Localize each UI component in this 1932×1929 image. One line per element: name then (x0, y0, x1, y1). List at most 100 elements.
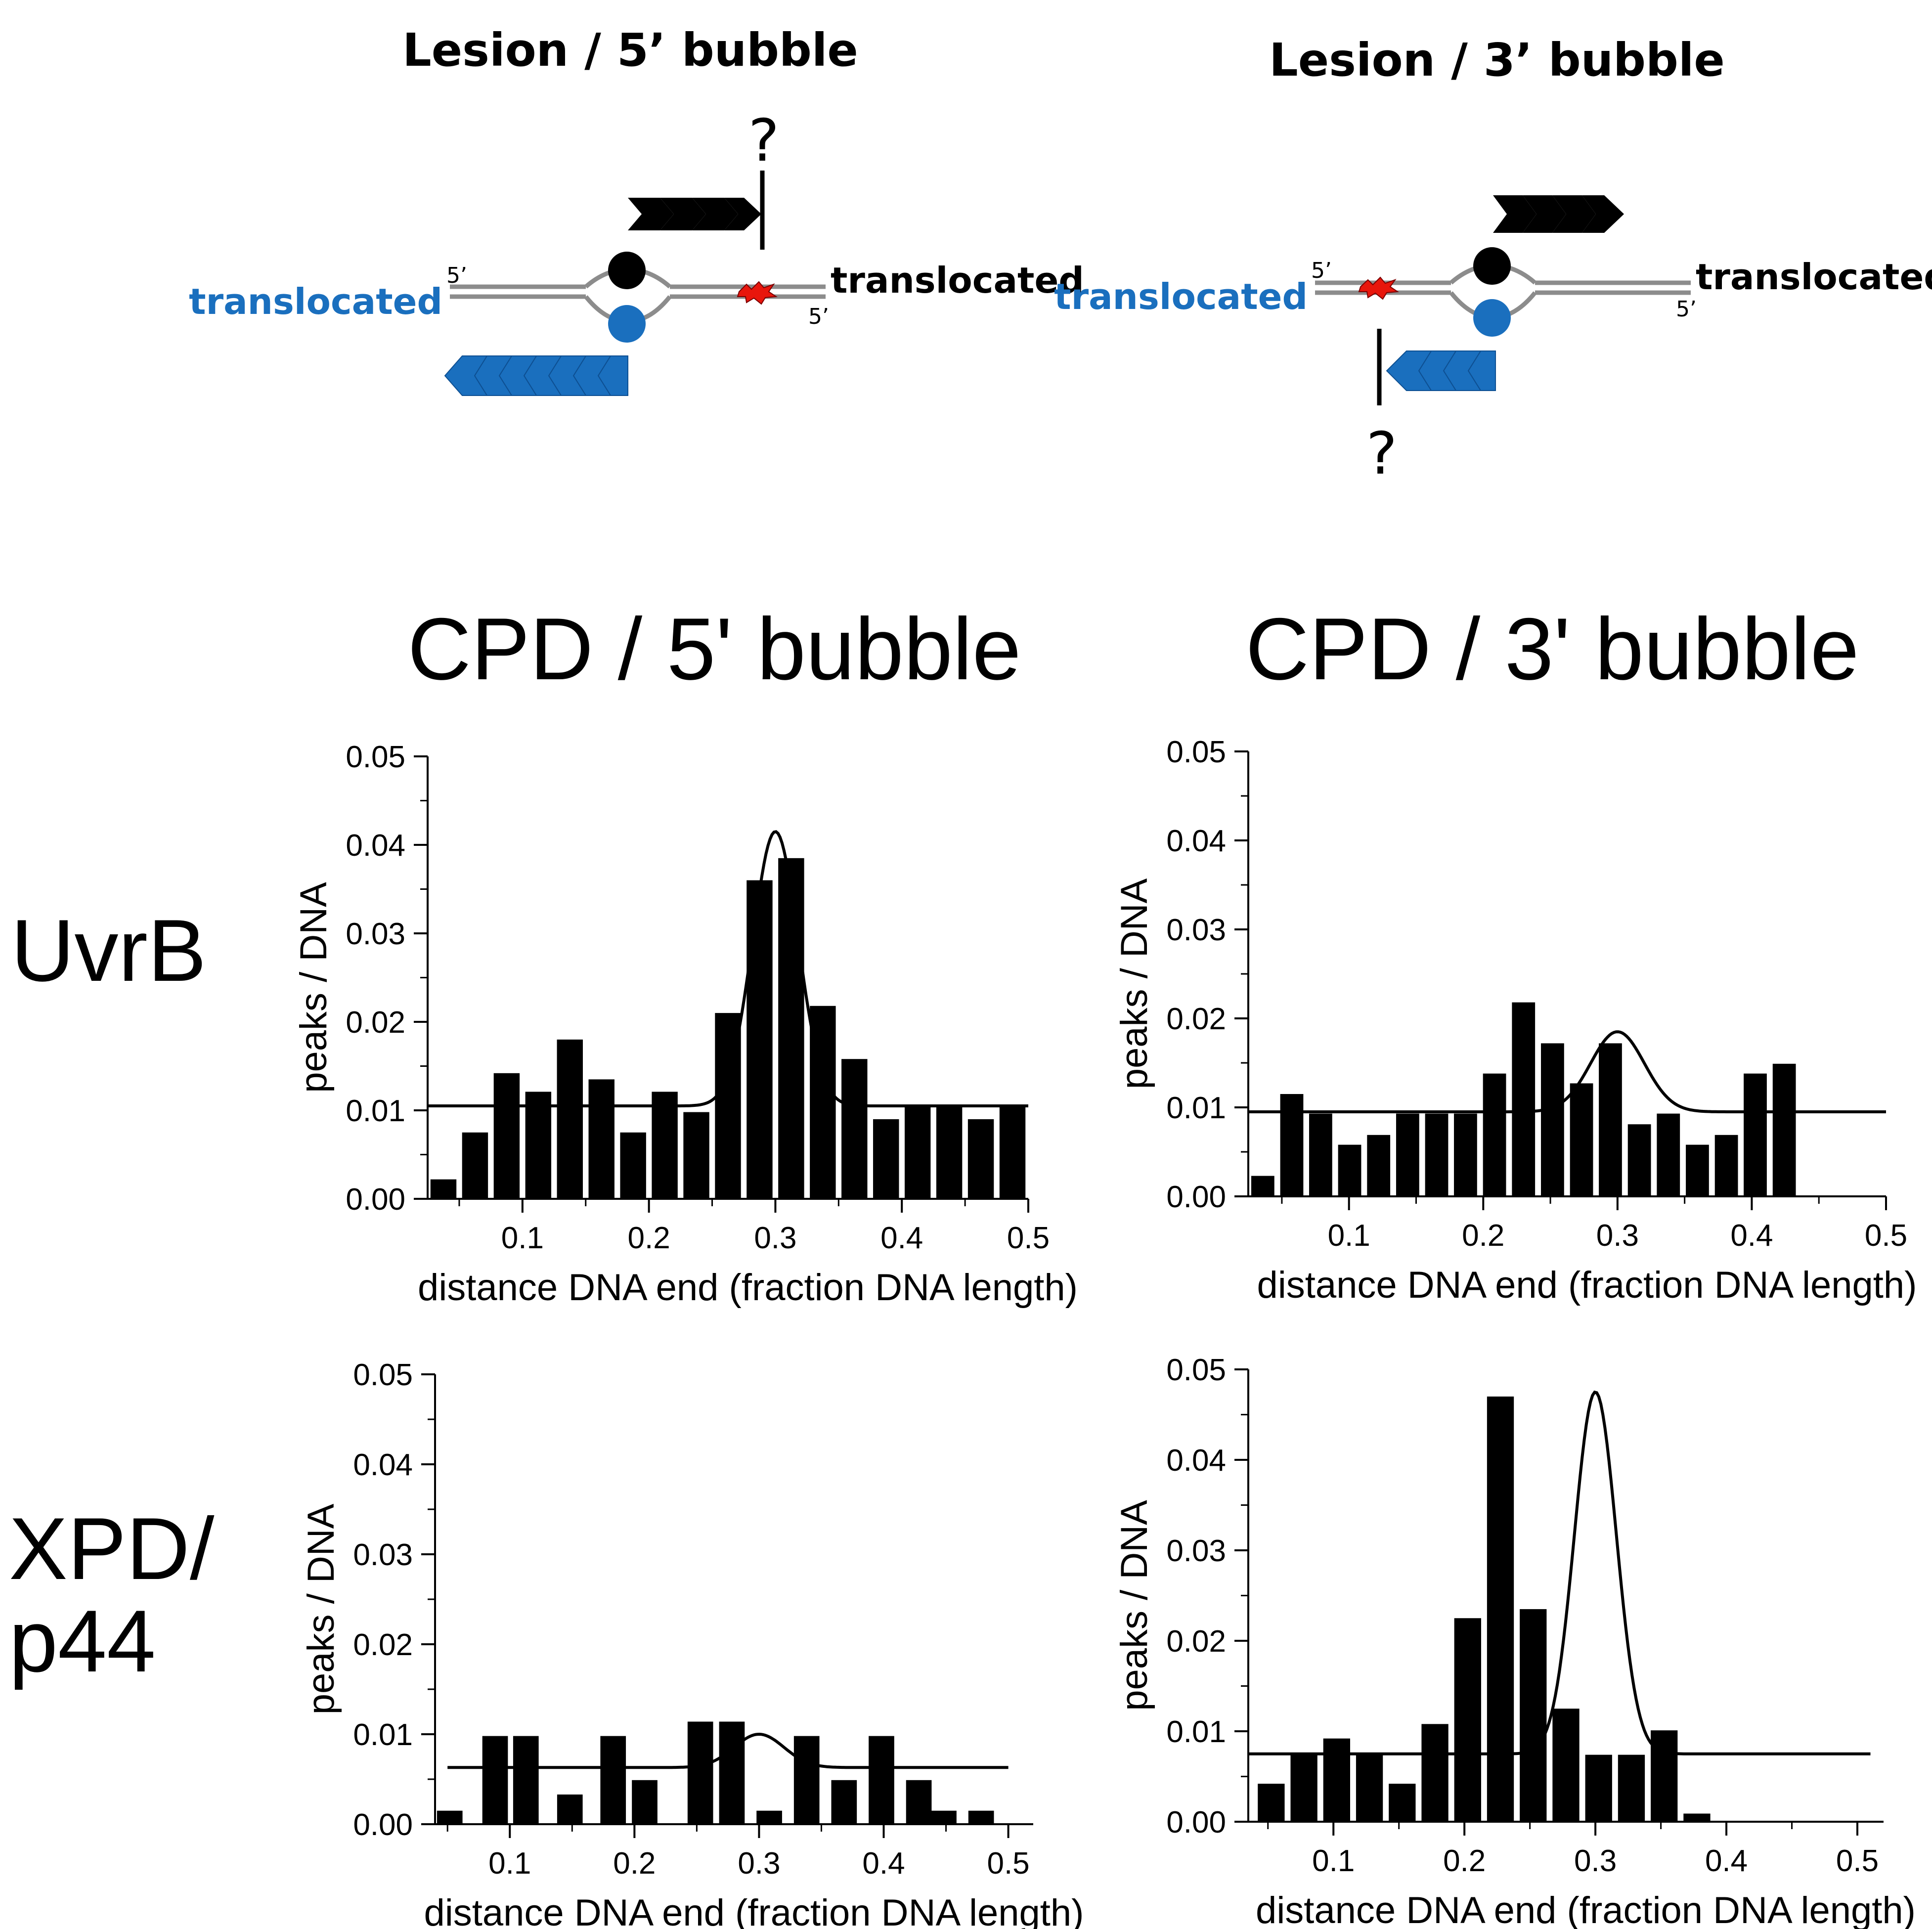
bar (756, 1810, 782, 1824)
x-tick-label: 0.2 (628, 1221, 670, 1255)
y-tick-label: 0.05 (346, 740, 405, 774)
y-tick-label: 0.02 (1166, 1624, 1226, 1659)
bar (1454, 1113, 1477, 1196)
diagram-5-question-mark: ? (748, 106, 780, 175)
y-tick-label: 0.04 (1166, 824, 1226, 858)
diagram-5-end-label-top: 5’ (446, 263, 467, 288)
diagram-5-bubble-title: Lesion / 5’ bubble (402, 24, 858, 77)
bar (1618, 1754, 1645, 1822)
bar (1714, 1135, 1738, 1196)
bar (1251, 1176, 1274, 1196)
bar (831, 1780, 857, 1824)
y-tick-label: 0.03 (1166, 913, 1226, 947)
bar (1627, 1124, 1651, 1196)
bar (967, 1119, 994, 1199)
y-tick-label: 0.03 (346, 917, 405, 951)
diagram-5-right-label: translocated (831, 260, 1084, 301)
x-axis-label: distance DNA end (fraction DNA length) (1256, 1889, 1916, 1929)
bar (719, 1721, 745, 1824)
diagram-3-end-label-bottom: 5’ (1676, 297, 1697, 322)
y-tick-label: 0.05 (1166, 1353, 1226, 1387)
diagram-3-bubble: 5’ 5’ translocated translocated ? (1054, 195, 1932, 487)
y-tick-label: 0.00 (353, 1808, 413, 1842)
bars (1251, 1002, 1796, 1196)
bar (557, 1794, 583, 1824)
bar (557, 1039, 583, 1199)
y-axis-label: peaks / DNA (1113, 1500, 1155, 1711)
y-tick-label: 0.01 (1166, 1091, 1226, 1125)
y-tick-label: 0.00 (1166, 1180, 1226, 1214)
bar (1651, 1730, 1678, 1822)
bar (778, 858, 804, 1199)
bar (1512, 1002, 1536, 1196)
y-axis-label: peaks / DNA (300, 1503, 342, 1714)
x-axis-label: distance DNA end (fraction DNA length) (424, 1892, 1084, 1929)
bar (1686, 1144, 1709, 1196)
bar (1487, 1396, 1514, 1822)
bar (462, 1132, 488, 1199)
bar (683, 1112, 709, 1199)
x-tick-label: 0.2 (613, 1846, 656, 1881)
bar (525, 1092, 552, 1199)
panel-title-5-bubble: CPD / 5' bubble (407, 600, 1021, 698)
x-tick-label: 0.5 (1836, 1844, 1879, 1878)
blue-protein-dot (608, 305, 646, 343)
bar (968, 1810, 994, 1824)
bar (906, 1780, 932, 1824)
y-axis-label: peaks / DNA (293, 882, 335, 1093)
bar (873, 1119, 899, 1199)
y-tick-label: 0.01 (346, 1094, 405, 1128)
x-tick-label: 0.4 (880, 1221, 923, 1255)
x-tick-label: 0.1 (1312, 1844, 1355, 1878)
bar (1657, 1113, 1680, 1196)
panel-title-3-bubble: CPD / 3' bubble (1245, 600, 1859, 698)
y-tick-label: 0.05 (1166, 735, 1226, 769)
lesion-star-icon (737, 281, 778, 305)
diagram-3-bubble-title: Lesion / 3’ bubble (1269, 34, 1725, 87)
black-protein-dot (1473, 247, 1511, 285)
bar (1570, 1083, 1593, 1196)
bar (1744, 1073, 1767, 1196)
bar (600, 1736, 626, 1824)
bar (1683, 1813, 1711, 1822)
diagram-3-question-mark: ? (1366, 419, 1398, 487)
bar (1483, 1073, 1506, 1196)
bar (588, 1079, 615, 1199)
bar (1323, 1738, 1350, 1822)
x-tick-label: 0.1 (488, 1846, 531, 1881)
lesion-star-icon (1358, 276, 1399, 300)
bars (1258, 1396, 1711, 1822)
diagram-3-right-label: translocated (1696, 256, 1932, 298)
x-tick-label: 0.1 (501, 1221, 544, 1255)
diagram-3-end-label-top: 5’ (1311, 258, 1332, 283)
bar (1425, 1113, 1449, 1196)
bar (1599, 1043, 1622, 1196)
chart-xpd-3-bubble: 0.00 0.01 0.02 0.03 0.04 0.05 0.1 0.2 0.3 0.4 0.5 d… (1113, 1353, 1916, 1929)
y-tick-label: 0.04 (353, 1448, 413, 1482)
x-tick-label: 0.5 (987, 1846, 1029, 1881)
y-tick-label: 0.02 (1166, 1002, 1226, 1036)
diagram-5-end-label-bottom: 5’ (808, 304, 829, 329)
y-axis-label: peaks / DNA (1113, 878, 1155, 1089)
diagrams: ? 5’ 5’ translocated translocated (189, 106, 1932, 487)
bar (1585, 1754, 1612, 1822)
x-tick-label: 0.3 (738, 1846, 780, 1881)
bar (999, 1106, 1026, 1199)
chart-uvrb-5-bubble: 0.00 0.01 0.02 0.03 0.04 0.05 0.1 0.2 0.3 0.4 0.5 d… (293, 740, 1078, 1309)
bar (430, 1179, 457, 1199)
blue-translocation-arrow (1386, 351, 1496, 391)
y-tick-label: 0.02 (353, 1628, 413, 1662)
black-protein-dot (608, 252, 646, 289)
y-tick-label: 0.01 (1166, 1715, 1226, 1749)
bar (513, 1736, 539, 1824)
bar (1772, 1063, 1796, 1196)
x-tick-label: 0.2 (1462, 1219, 1504, 1253)
bar (482, 1736, 508, 1824)
x-tick-label: 0.2 (1443, 1844, 1486, 1878)
black-translocation-arrow (1493, 195, 1624, 233)
bar (1396, 1113, 1419, 1196)
x-tick-label: 0.4 (862, 1846, 905, 1881)
y-tick-label: 0.05 (353, 1358, 413, 1392)
bar (1367, 1135, 1391, 1196)
fit-curve (1248, 1030, 1886, 1113)
